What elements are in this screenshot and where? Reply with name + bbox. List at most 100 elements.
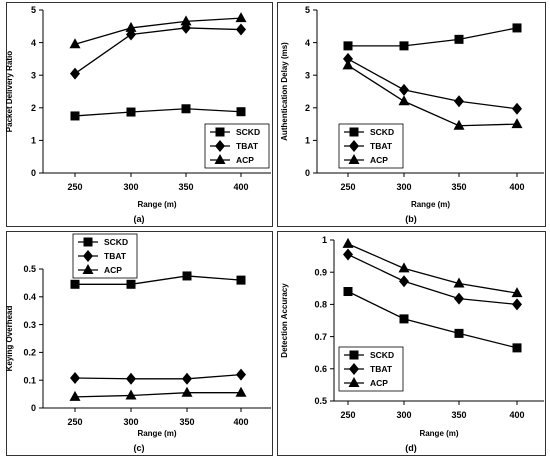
data-point-marker [512,343,522,353]
legend-marker [349,140,359,152]
legend-label: ACP [370,155,388,165]
series-tbat [343,248,522,311]
panel-caption: (a) [134,214,145,224]
data-point-marker [126,372,136,385]
series-acp [342,237,523,298]
y-tick-label: 4 [305,38,310,48]
legend-label: SCKD [370,350,394,360]
data-point-marker [343,248,353,261]
panel-1: 0 1 2 3 4 5 250 300 350 400 Range (m) Packet Delive… [5,2,273,227]
data-point-marker [398,95,410,106]
x-tick-label: 300 [396,410,411,420]
data-point-marker [399,314,409,324]
y-tick-label: 1 [31,136,36,146]
series-line [74,392,241,398]
y-tick-label: 0.1 [23,375,36,385]
series-tbat [343,52,522,115]
x-tick-label: 400 [233,182,248,192]
series-line [348,27,518,47]
series-line [347,58,518,110]
panel-border [277,2,546,227]
x-tick-label: 300 [123,417,138,427]
x-axis-label: Range (m) [137,200,176,209]
legend-label: SCKD [104,237,128,247]
data-point-marker [512,298,522,311]
legend: SCKD TBAT ACP [338,346,404,392]
data-point-marker [181,104,191,114]
y-tick-label: 0.5 [23,264,36,274]
legend-marker [349,127,359,137]
panel-caption: (d) [405,443,417,453]
y-tick-label: 2 [305,103,310,113]
legend-marker [215,127,225,137]
data-point-marker [235,12,247,23]
x-axis-label: Range (m) [419,429,458,438]
data-point-marker [453,119,465,130]
panel-caption: (b) [405,214,417,224]
data-point-marker [399,41,409,51]
data-point-marker [454,34,464,44]
panel-2: 0 1 2 3 4 5 250 300 350 400 Range (m) Authenticatio… [277,2,546,227]
x-tick-label: 250 [67,417,82,427]
data-point-marker [180,15,192,26]
y-tick-label: 0.4 [23,292,36,302]
data-point-marker [342,59,354,70]
legend-label: TBAT [236,141,259,151]
x-tick-label: 350 [178,182,193,192]
series-line [74,17,242,45]
series-line [74,108,242,117]
data-point-marker [182,372,192,385]
panel-3: 0 0.1 0.2 0.3 0.4 0.5 250 300 350 400 Range (m) Key… [5,231,273,456]
x-tick-label: 250 [340,182,355,192]
data-point-marker [70,111,80,121]
series-acp [69,386,247,401]
data-point-marker [453,277,465,288]
data-point-marker [512,102,522,115]
legend: SCKD TBAT ACP [72,233,138,279]
y-tick-label: 0 [31,168,36,178]
legend-label: ACP [104,265,122,275]
panel-border [277,231,546,456]
data-point-marker [343,41,353,51]
y-tick-label: 4 [31,38,36,48]
legend-label: SCKD [370,127,394,137]
y-axis-label: Keying Overhead [5,305,14,371]
legend-marker [214,154,226,164]
data-point-marker [235,386,247,397]
y-tick-label: 5 [31,5,36,15]
data-point-marker [236,107,246,117]
legend-marker [349,363,359,375]
y-tick-label: 0 [31,403,36,413]
series-line [74,373,242,380]
legend-marker [349,350,359,360]
series-acp [69,12,247,49]
data-point-marker [70,371,80,384]
y-tick-label: 3 [31,70,36,80]
data-point-marker [181,386,193,397]
x-tick-label: 350 [451,410,466,420]
y-tick-label: 0.9 [314,267,327,277]
data-point-marker [399,83,409,96]
legend: SCKD TBAT ACP [338,123,404,169]
series-tbat [70,21,246,80]
y-tick-label: 0 [305,168,310,178]
data-point-marker [454,95,464,108]
legend-label: ACP [370,378,388,388]
y-tick-label: 1 [305,136,310,146]
data-point-marker [69,38,81,49]
data-point-marker [126,279,136,289]
y-tick-label: 0.5 [314,396,327,406]
data-point-marker [512,23,522,33]
legend-label: SCKD [236,127,260,137]
x-tick-label: 300 [123,182,138,192]
series-line [347,253,518,306]
y-tick-label: 0.3 [23,320,36,330]
x-tick-label: 300 [396,182,411,192]
legend-marker [83,250,93,262]
data-point-marker [343,287,353,297]
legend: SCKD TBAT ACP [204,123,270,169]
legend-label: ACP [236,155,254,165]
y-tick-label: 3 [305,70,310,80]
